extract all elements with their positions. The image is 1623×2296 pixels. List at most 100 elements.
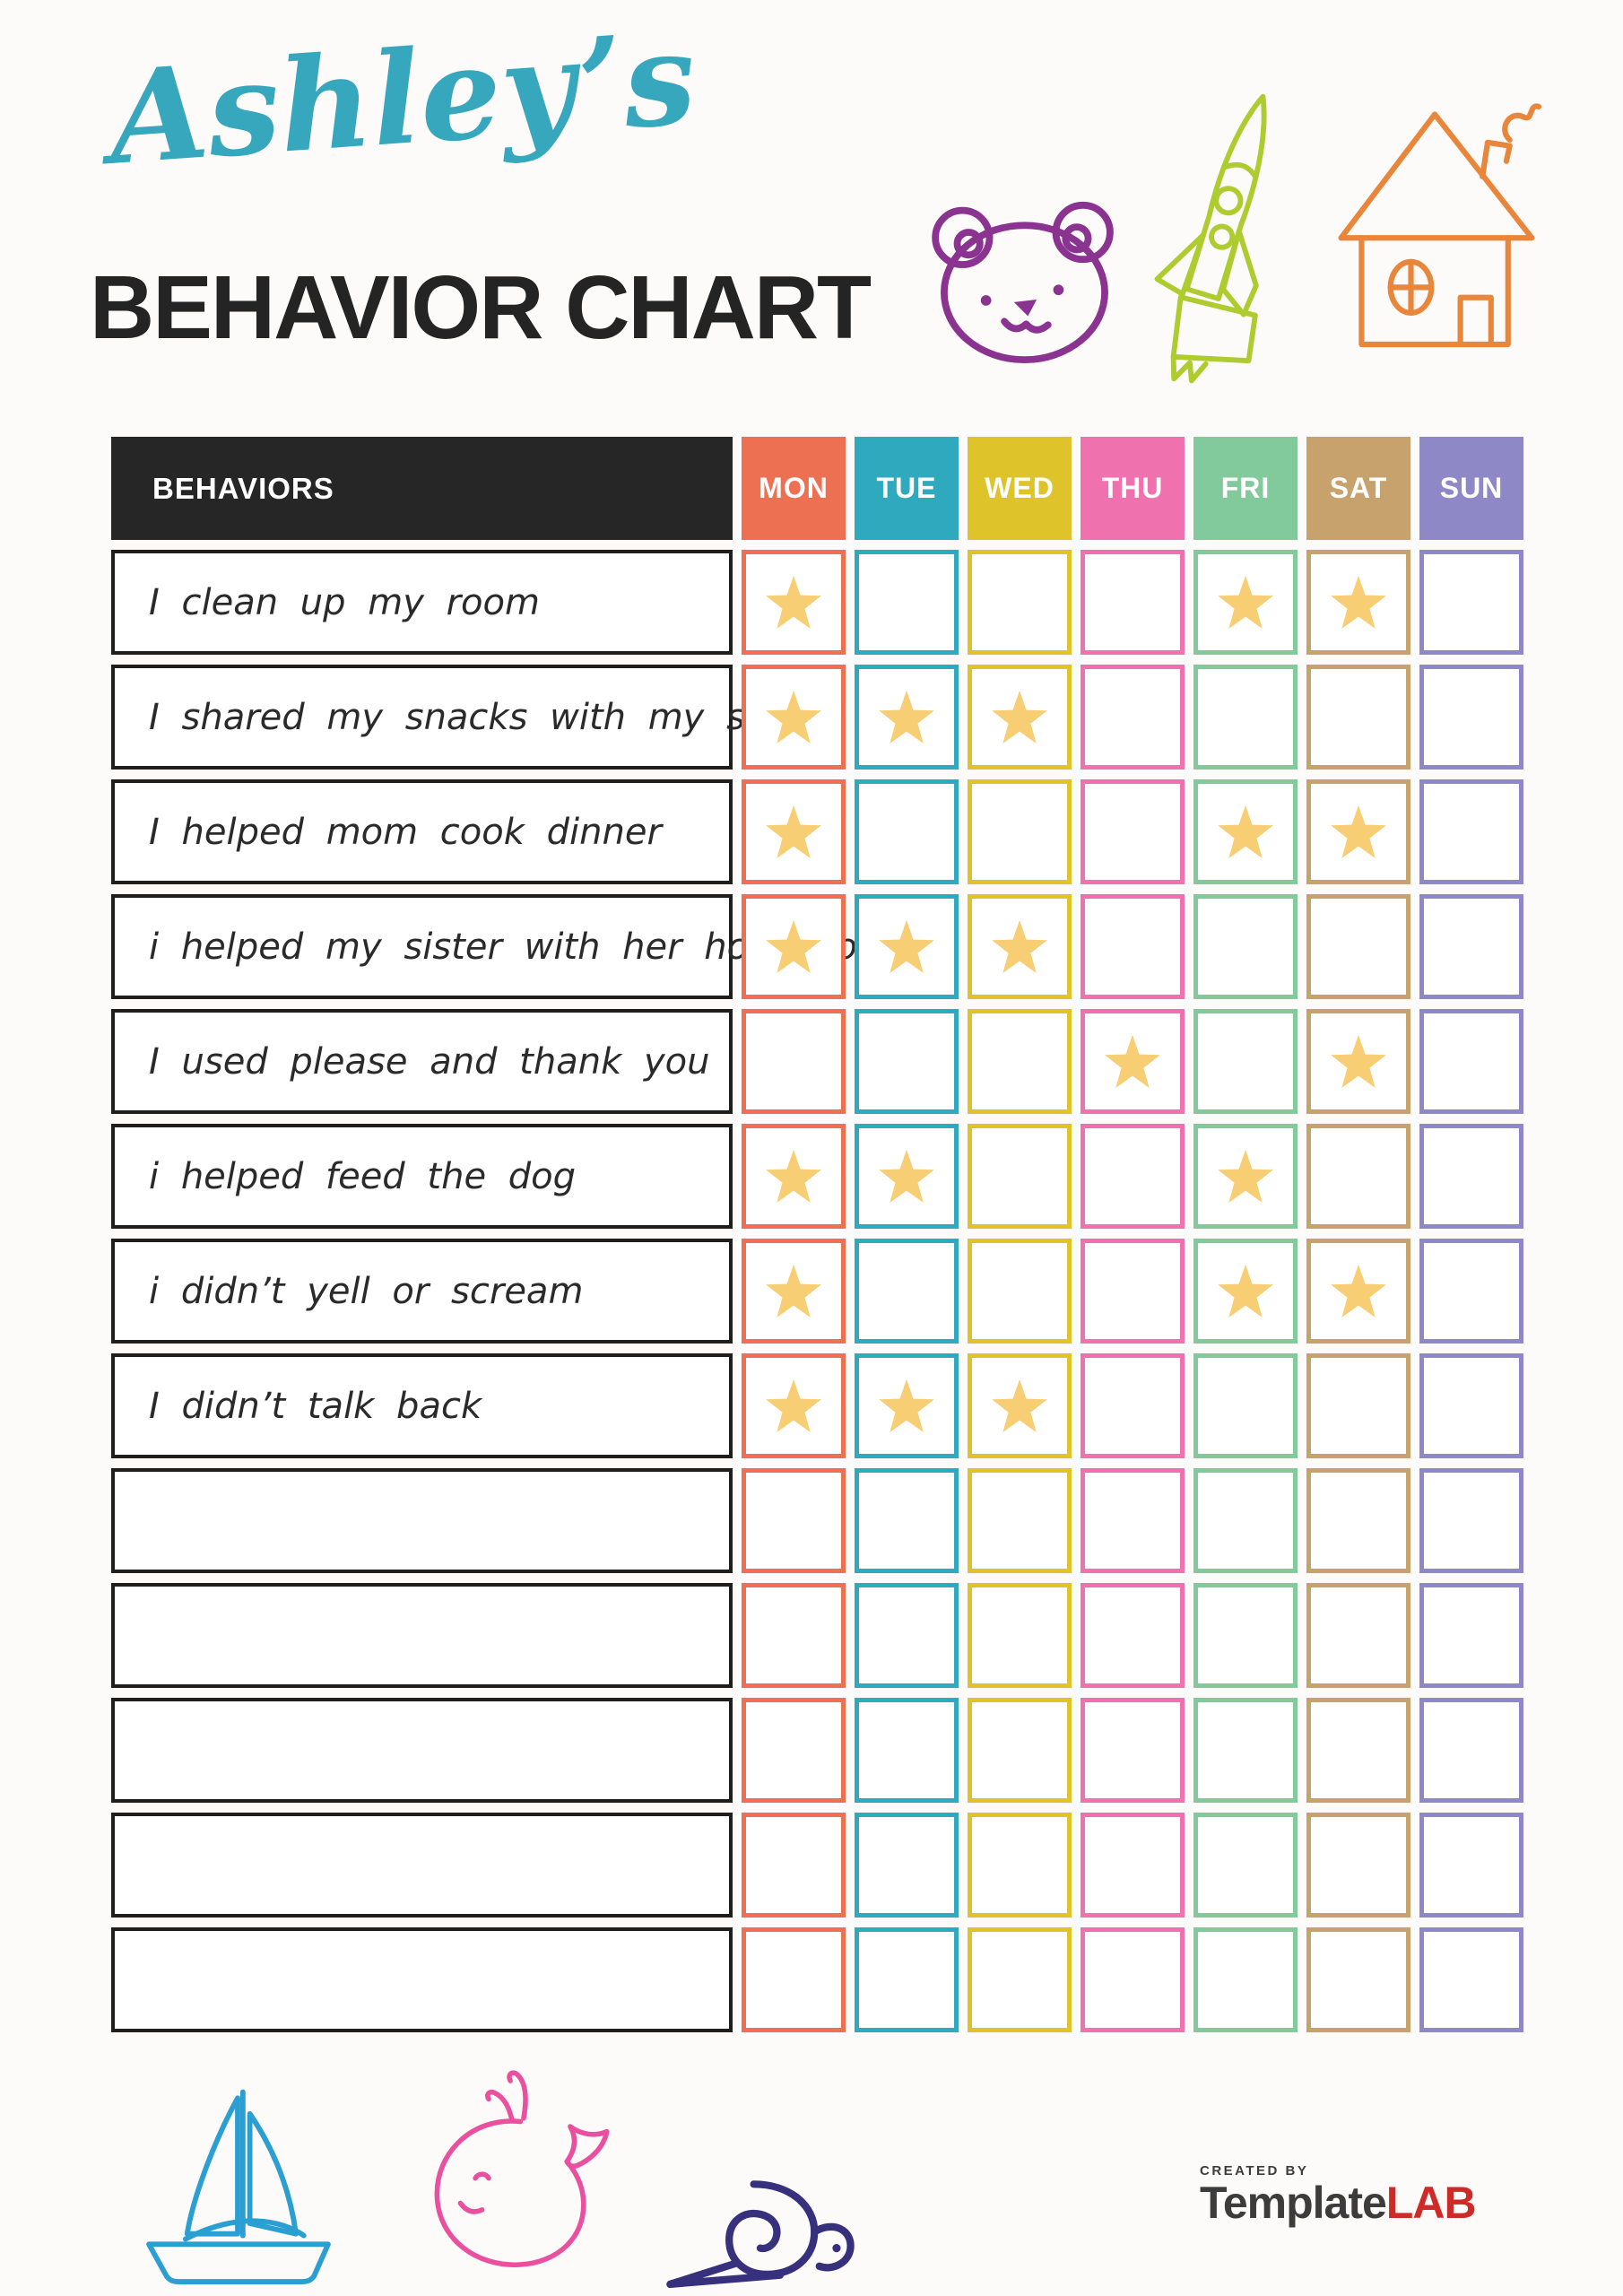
snail-icon [656, 2178, 863, 2292]
cell-tue-row-12 [855, 1813, 959, 1918]
cell-wed-row-4 [968, 894, 1072, 999]
cell-fri-row-4 [1193, 894, 1298, 999]
cell-thu-row-4 [1081, 894, 1185, 999]
cell-wed-row-8 [968, 1353, 1072, 1458]
cell-thu-row-7 [1081, 1239, 1185, 1344]
star-icon [766, 1378, 821, 1433]
behavior-label-row-4: i helped my sister with her homework [111, 894, 893, 999]
behavior-label-row-7: i didn’t yell or scream [111, 1239, 733, 1344]
cell-sat-row-4 [1306, 894, 1410, 999]
behavior-label-row-9 [111, 1468, 733, 1573]
cell-sun-row-5 [1419, 1009, 1523, 1114]
brand-name-dark: Template [1200, 2178, 1387, 2228]
page-title: BEHAVIOR CHART [90, 257, 872, 358]
cell-mon-row-4 [742, 894, 846, 999]
cell-sat-row-2 [1306, 665, 1410, 770]
cell-sun-row-13 [1419, 1927, 1523, 2032]
star-icon [1331, 1034, 1386, 1089]
cell-sun-row-1 [1419, 550, 1523, 655]
rocket-icon [1146, 83, 1294, 392]
cell-mon-row-2 [742, 665, 846, 770]
cell-tue-row-11 [855, 1698, 959, 1803]
behavior-label-row-13 [111, 1927, 733, 2032]
column-header-mon: MON [742, 437, 846, 540]
cell-tue-row-10 [855, 1583, 959, 1688]
star-icon [766, 690, 821, 744]
cell-sun-row-11 [1419, 1698, 1523, 1803]
brand-logo: CREATED BY TemplateLAB [1200, 2163, 1477, 2228]
cell-mon-row-6 [742, 1124, 846, 1229]
cell-mon-row-12 [742, 1813, 846, 1918]
star-icon [1331, 575, 1386, 630]
cell-fri-row-13 [1193, 1927, 1298, 2032]
brand-name: TemplateLAB [1200, 2178, 1477, 2228]
created-by-label: CREATED BY [1200, 2163, 1309, 2179]
cell-sat-row-11 [1306, 1698, 1410, 1803]
column-header-sun: SUN [1419, 437, 1523, 540]
behavior-label-row-10 [111, 1583, 733, 1688]
star-icon [766, 804, 821, 859]
cell-fri-row-2 [1193, 665, 1298, 770]
behaviors-column-header: BEHAVIORS [111, 437, 733, 540]
star-icon [766, 575, 821, 630]
cell-tue-row-13 [855, 1927, 959, 2032]
cell-thu-row-3 [1081, 779, 1185, 884]
cell-fri-row-3 [1193, 779, 1298, 884]
cell-mon-row-11 [742, 1698, 846, 1803]
cell-thu-row-11 [1081, 1698, 1185, 1803]
cell-tue-row-7 [855, 1239, 959, 1344]
star-icon [1218, 575, 1273, 630]
behavior-chart: BEHAVIORS MON TUE WED THU FRI SAT SUN I clean u… [111, 437, 1523, 2032]
cell-sat-row-13 [1306, 1927, 1410, 2032]
cell-sun-row-10 [1419, 1583, 1523, 1688]
cell-wed-row-6 [968, 1124, 1072, 1229]
cell-thu-row-13 [1081, 1927, 1185, 2032]
cell-sun-row-12 [1419, 1813, 1523, 1918]
behavior-label-row-6: i helped feed the dog [111, 1124, 733, 1229]
cell-thu-row-5 [1081, 1009, 1185, 1114]
cell-wed-row-3 [968, 779, 1072, 884]
cell-thu-row-9 [1081, 1468, 1185, 1573]
cell-tue-row-2 [855, 665, 959, 770]
star-icon [879, 919, 934, 974]
teddy-bear-icon [925, 199, 1123, 365]
cell-mon-row-13 [742, 1927, 846, 2032]
cell-wed-row-10 [968, 1583, 1072, 1688]
cell-thu-row-1 [1081, 550, 1185, 655]
cell-tue-row-6 [855, 1124, 959, 1229]
behavior-label-row-11 [111, 1698, 733, 1803]
behavior-label-row-8: I didn’t talk back [111, 1353, 733, 1458]
cell-sat-row-1 [1306, 550, 1410, 655]
cell-wed-row-12 [968, 1813, 1072, 1918]
star-icon [879, 1378, 934, 1433]
cell-thu-row-6 [1081, 1124, 1185, 1229]
cell-thu-row-8 [1081, 1353, 1185, 1458]
cell-fri-row-9 [1193, 1468, 1298, 1573]
sailboat-icon [136, 2079, 341, 2284]
cell-tue-row-1 [855, 550, 959, 655]
cell-fri-row-12 [1193, 1813, 1298, 1918]
cell-mon-row-7 [742, 1239, 846, 1344]
cell-sat-row-6 [1306, 1124, 1410, 1229]
behavior-label-row-12 [111, 1813, 733, 1918]
cell-fri-row-11 [1193, 1698, 1298, 1803]
star-icon [766, 1149, 821, 1204]
cell-wed-row-9 [968, 1468, 1072, 1573]
cell-sat-row-3 [1306, 779, 1410, 884]
cell-thu-row-10 [1081, 1583, 1185, 1688]
house-icon [1334, 90, 1542, 361]
cell-sun-row-4 [1419, 894, 1523, 999]
child-name-title: Ashley’s [104, 4, 700, 194]
cell-wed-row-2 [968, 665, 1072, 770]
cell-sun-row-8 [1419, 1353, 1523, 1458]
cell-mon-row-9 [742, 1468, 846, 1573]
brand-name-red: LAB [1385, 2178, 1477, 2228]
star-icon [1218, 1149, 1273, 1204]
behavior-label-row-3: I helped mom cook dinner [111, 779, 733, 884]
cell-sun-row-3 [1419, 779, 1523, 884]
cell-thu-row-2 [1081, 665, 1185, 770]
star-icon [992, 919, 1047, 974]
cell-sat-row-12 [1306, 1813, 1410, 1918]
cell-sun-row-6 [1419, 1124, 1523, 1229]
